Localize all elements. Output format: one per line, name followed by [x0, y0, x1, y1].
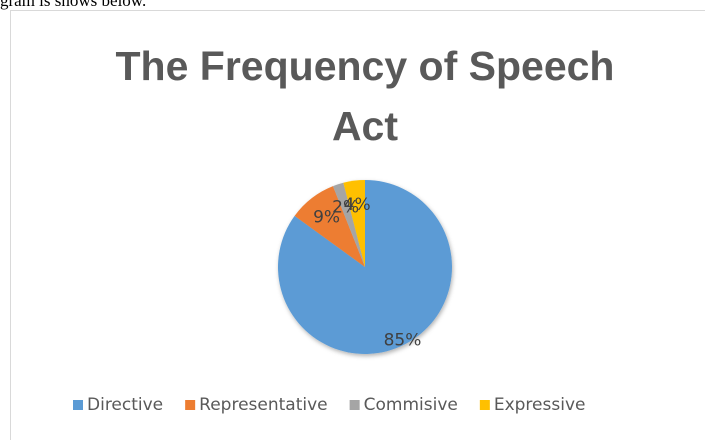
- legend-swatch: [73, 400, 83, 410]
- pie-slice: [332, 182, 365, 267]
- legend-swatch: [349, 400, 360, 410]
- data-label: 9%: [313, 208, 340, 228]
- data-label: 2%: [332, 197, 359, 217]
- legend-label: Expressive: [494, 395, 586, 415]
- pie: [278, 180, 452, 354]
- legend-swatch: [479, 400, 490, 410]
- chart-frame: [10, 10, 705, 440]
- pie-slice: [343, 180, 365, 267]
- caption: gram is shows below.: [0, 0, 147, 10]
- data-label: 85%: [384, 331, 422, 351]
- legend-label: Commisive: [364, 395, 458, 415]
- pie-slice: [294, 186, 365, 267]
- data-label: 4%: [344, 195, 371, 215]
- chart-title: The Frequency of Speech Act: [115, 43, 615, 149]
- legend-label: Representative: [199, 395, 327, 415]
- legend-swatch: [185, 400, 196, 410]
- legend-label: Directive: [87, 395, 163, 415]
